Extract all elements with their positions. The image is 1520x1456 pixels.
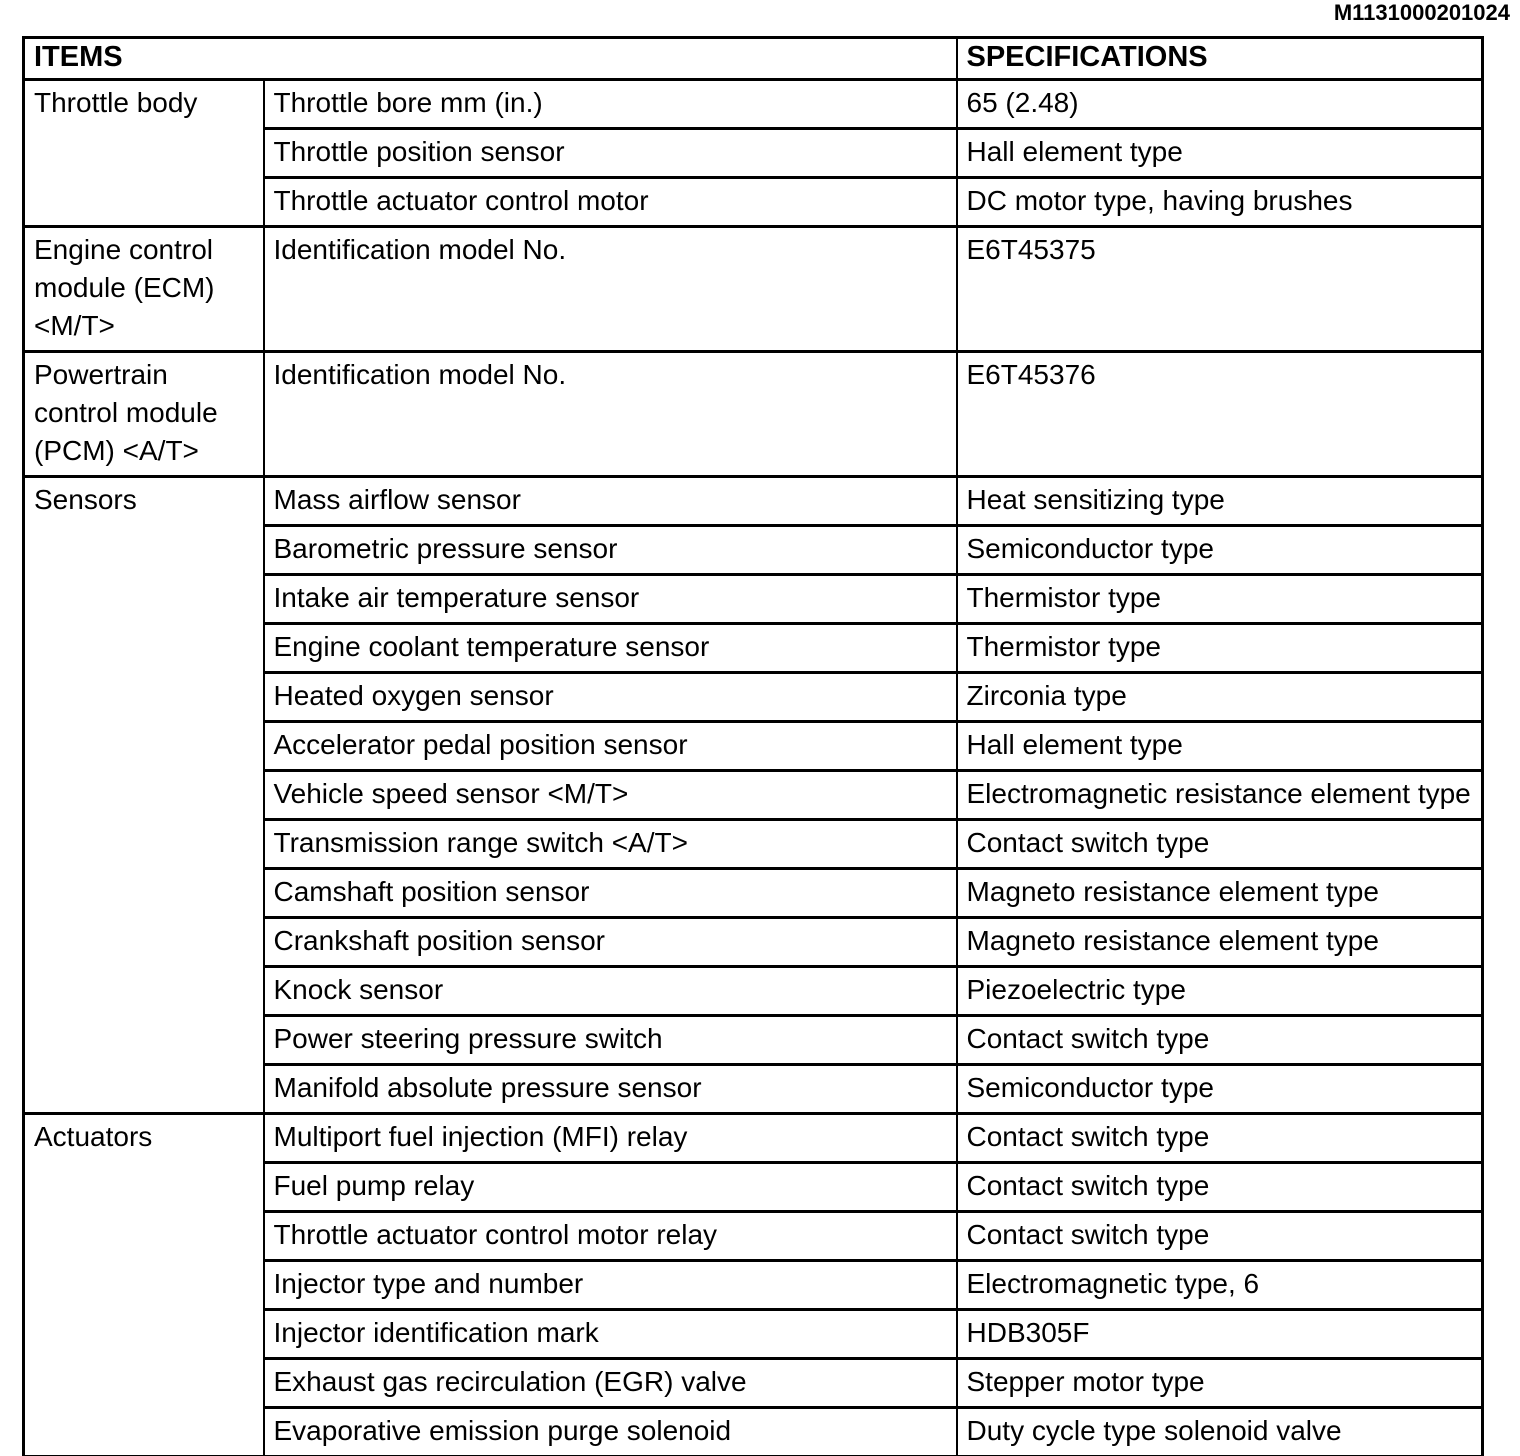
items-header: ITEMS xyxy=(22,36,958,81)
spec-cell: Electromagnetic resistance element type xyxy=(955,769,1484,821)
table-row: Barometric pressure sensor Semiconductor … xyxy=(24,524,1484,576)
spec-cell: Heat sensitizing type xyxy=(955,475,1484,527)
item-cell: Mass airflow sensor xyxy=(262,475,958,527)
spec-cell: Electromagnetic type, 6 xyxy=(955,1259,1484,1311)
spec-cell: Contact switch type xyxy=(955,818,1484,870)
spec-cell: HDB305F xyxy=(955,1308,1484,1360)
spec-cell: Contact switch type xyxy=(955,1161,1484,1213)
spec-cell: Contact switch type xyxy=(955,1210,1484,1262)
spec-cell: Piezoelectric type xyxy=(955,965,1484,1017)
table-row: Injector identification mark HDB305F xyxy=(24,1308,1484,1360)
specifications-table: ITEMS SPECIFICATIONS Throttle body Thrott… xyxy=(22,36,1484,1456)
spec-cell: Semiconductor type xyxy=(955,524,1484,576)
item-cell: Manifold absolute pressure sensor xyxy=(262,1063,958,1115)
item-cell: Power steering pressure switch xyxy=(262,1014,958,1066)
spec-cell: E6T45375 xyxy=(955,225,1484,353)
table-row: Manifold absolute pressure sensor Semicon… xyxy=(24,1063,1484,1115)
category-cell: Sensors xyxy=(22,475,265,1115)
table-row: Heated oxygen sensor Zirconia type xyxy=(24,671,1484,723)
item-cell: Transmission range switch <A/T> xyxy=(262,818,958,870)
spec-cell: Thermistor type xyxy=(955,573,1484,625)
item-cell: Heated oxygen sensor xyxy=(262,671,958,723)
item-cell: Identification model No. xyxy=(262,350,958,478)
item-cell: Vehicle speed sensor <M/T> xyxy=(262,769,958,821)
spec-cell: E6T45376 xyxy=(955,350,1484,478)
spec-cell: Zirconia type xyxy=(955,671,1484,723)
table-row: Sensors Mass airflow sensor Heat sensitizi… xyxy=(22,475,1484,1115)
category-cell: Actuators xyxy=(22,1112,265,1456)
header-row: ITEMS SPECIFICATIONS xyxy=(22,36,1484,81)
spec-cell: DC motor type, having brushes xyxy=(955,176,1484,228)
spec-table-body: Throttle body Throttle bore mm (in.) 65 (2… xyxy=(22,78,1484,1456)
item-cell: Injector type and number xyxy=(262,1259,958,1311)
table-row: Camshaft position sensor Magneto resistan… xyxy=(24,867,1484,919)
item-cell: Barometric pressure sensor xyxy=(262,524,958,576)
category-cell: Throttle body xyxy=(22,78,265,228)
spec-cell: Duty cycle type solenoid valve xyxy=(955,1406,1484,1456)
spec-cell: Magneto resistance element type xyxy=(955,916,1484,968)
item-cell: Throttle position sensor xyxy=(262,127,958,179)
table-row: Crankshaft position sensor Magneto resist… xyxy=(24,916,1484,968)
spec-cell: Magneto resistance element type xyxy=(955,867,1484,919)
item-cell: Throttle actuator control motor xyxy=(262,176,958,228)
table-row: Injector type and number Electromagnetic … xyxy=(24,1259,1484,1311)
spec-cell: Hall element type xyxy=(955,127,1484,179)
table-row: Vehicle speed sensor <M/T> Electromagneti… xyxy=(24,769,1484,821)
table-row: Throttle actuator control motor DC motor … xyxy=(24,176,1484,228)
spec-cell: Semiconductor type xyxy=(955,1063,1484,1115)
spec-cell: Stepper motor type xyxy=(955,1357,1484,1409)
table-row: Power steering pressure switch Contact sw… xyxy=(24,1014,1484,1066)
spec-cell: Thermistor type xyxy=(955,622,1484,674)
item-cell: Identification model No. xyxy=(262,225,958,353)
item-cell: Fuel pump relay xyxy=(262,1161,958,1213)
doc-code: M1131000201024 xyxy=(1333,0,1510,25)
table-row: Powertrain control module (PCM) <A/T> Ide… xyxy=(22,350,1484,478)
table-row: Throttle body Throttle bore mm (in.) 65 (2… xyxy=(22,78,1484,228)
spec-cell: Contact switch type xyxy=(955,1014,1484,1066)
item-cell: Intake air temperature sensor xyxy=(262,573,958,625)
table-row: Throttle actuator control motor relay Con… xyxy=(24,1210,1484,1262)
item-cell: Exhaust gas recirculation (EGR) valve xyxy=(262,1357,958,1409)
table-row: Engine coolant temperature sensor Thermis… xyxy=(24,622,1484,674)
table-row: Throttle position sensor Hall element typ… xyxy=(24,127,1484,179)
table-row: Accelerator pedal position sensor Hall el… xyxy=(24,720,1484,772)
table-row: Transmission range switch <A/T> Contact s… xyxy=(24,818,1484,870)
table-row: Intake air temperature sensor Thermistor … xyxy=(24,573,1484,625)
category-cell: Engine control module (ECM) <M/T> xyxy=(22,225,265,353)
item-cell: Multiport fuel injection (MFI) relay xyxy=(262,1112,958,1164)
table-row: Evaporative emission purge solenoid Duty … xyxy=(24,1406,1484,1456)
item-cell: Crankshaft position sensor xyxy=(262,916,958,968)
table-row: Knock sensor Piezoelectric type xyxy=(24,965,1484,1017)
table-row: Exhaust gas recirculation (EGR) valve Ste… xyxy=(24,1357,1484,1409)
spec-cell: Contact switch type xyxy=(955,1112,1484,1164)
spec-cell: 65 (2.48) xyxy=(955,78,1484,130)
item-cell: Accelerator pedal position sensor xyxy=(262,720,958,772)
table-row: Fuel pump relay Contact switch type xyxy=(24,1161,1484,1213)
item-cell: Throttle bore mm (in.) xyxy=(262,78,958,130)
item-cell: Knock sensor xyxy=(262,965,958,1017)
item-cell: Engine coolant temperature sensor xyxy=(262,622,958,674)
spec-cell: Hall element type xyxy=(955,720,1484,772)
table-row: Actuators Multiport fuel injection (MFI) … xyxy=(22,1112,1484,1456)
item-cell: Camshaft position sensor xyxy=(262,867,958,919)
category-cell: Powertrain control module (PCM) <A/T> xyxy=(22,350,265,478)
specifications-header: SPECIFICATIONS xyxy=(955,36,1484,81)
item-cell: Throttle actuator control motor relay xyxy=(262,1210,958,1262)
item-cell: Evaporative emission purge solenoid xyxy=(262,1406,958,1456)
table-row: Engine control module (ECM) <M/T> Identif… xyxy=(22,225,1484,353)
item-cell: Injector identification mark xyxy=(262,1308,958,1360)
